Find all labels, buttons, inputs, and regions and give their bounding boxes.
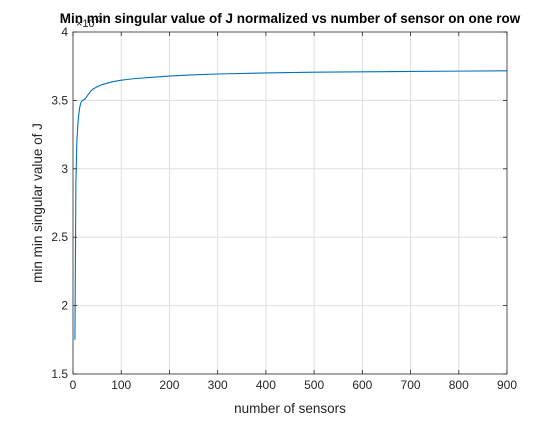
series-layer <box>74 70 508 340</box>
x-tick-label: 700 <box>401 378 421 392</box>
y-exponent-label: ×10-3 <box>76 14 103 30</box>
x-tick-label: 0 <box>70 378 77 392</box>
axes-box <box>72 31 508 375</box>
series-line <box>74 70 508 340</box>
y-tick-label: 2.5 <box>51 230 68 244</box>
y-tick-label: 1.5 <box>51 367 68 381</box>
x-tick-label: 300 <box>208 378 228 392</box>
y-tick-label: 3 <box>61 162 68 176</box>
chart-title: Min min singular value of J normalized v… <box>60 11 521 26</box>
axes <box>72 31 508 375</box>
grid <box>73 32 507 374</box>
y-exponent-power: -3 <box>95 14 103 24</box>
x-tick-label: 900 <box>497 378 517 392</box>
x-tick-label: 500 <box>304 378 324 392</box>
x-tick-label: 200 <box>159 378 179 392</box>
x-tick-label: 600 <box>352 378 372 392</box>
y-tick-label: 4 <box>61 25 68 39</box>
ticks: 0 100 200 300 400 500 600 700 800 900 1.5 2 2.5 3 3.5 4 <box>51 25 517 392</box>
y-axis-label: min min singular value of J <box>30 123 45 283</box>
x-tick-label: 400 <box>256 378 276 392</box>
y-tick-label: 3.5 <box>51 93 68 107</box>
y-tick-label: 2 <box>61 299 68 313</box>
x-tick-label: 800 <box>449 378 469 392</box>
plot-background <box>73 32 507 374</box>
x-axis-label: number of sensors <box>234 401 346 416</box>
y-exponent-base: ×10 <box>76 18 95 30</box>
x-tick-label: 100 <box>111 378 131 392</box>
